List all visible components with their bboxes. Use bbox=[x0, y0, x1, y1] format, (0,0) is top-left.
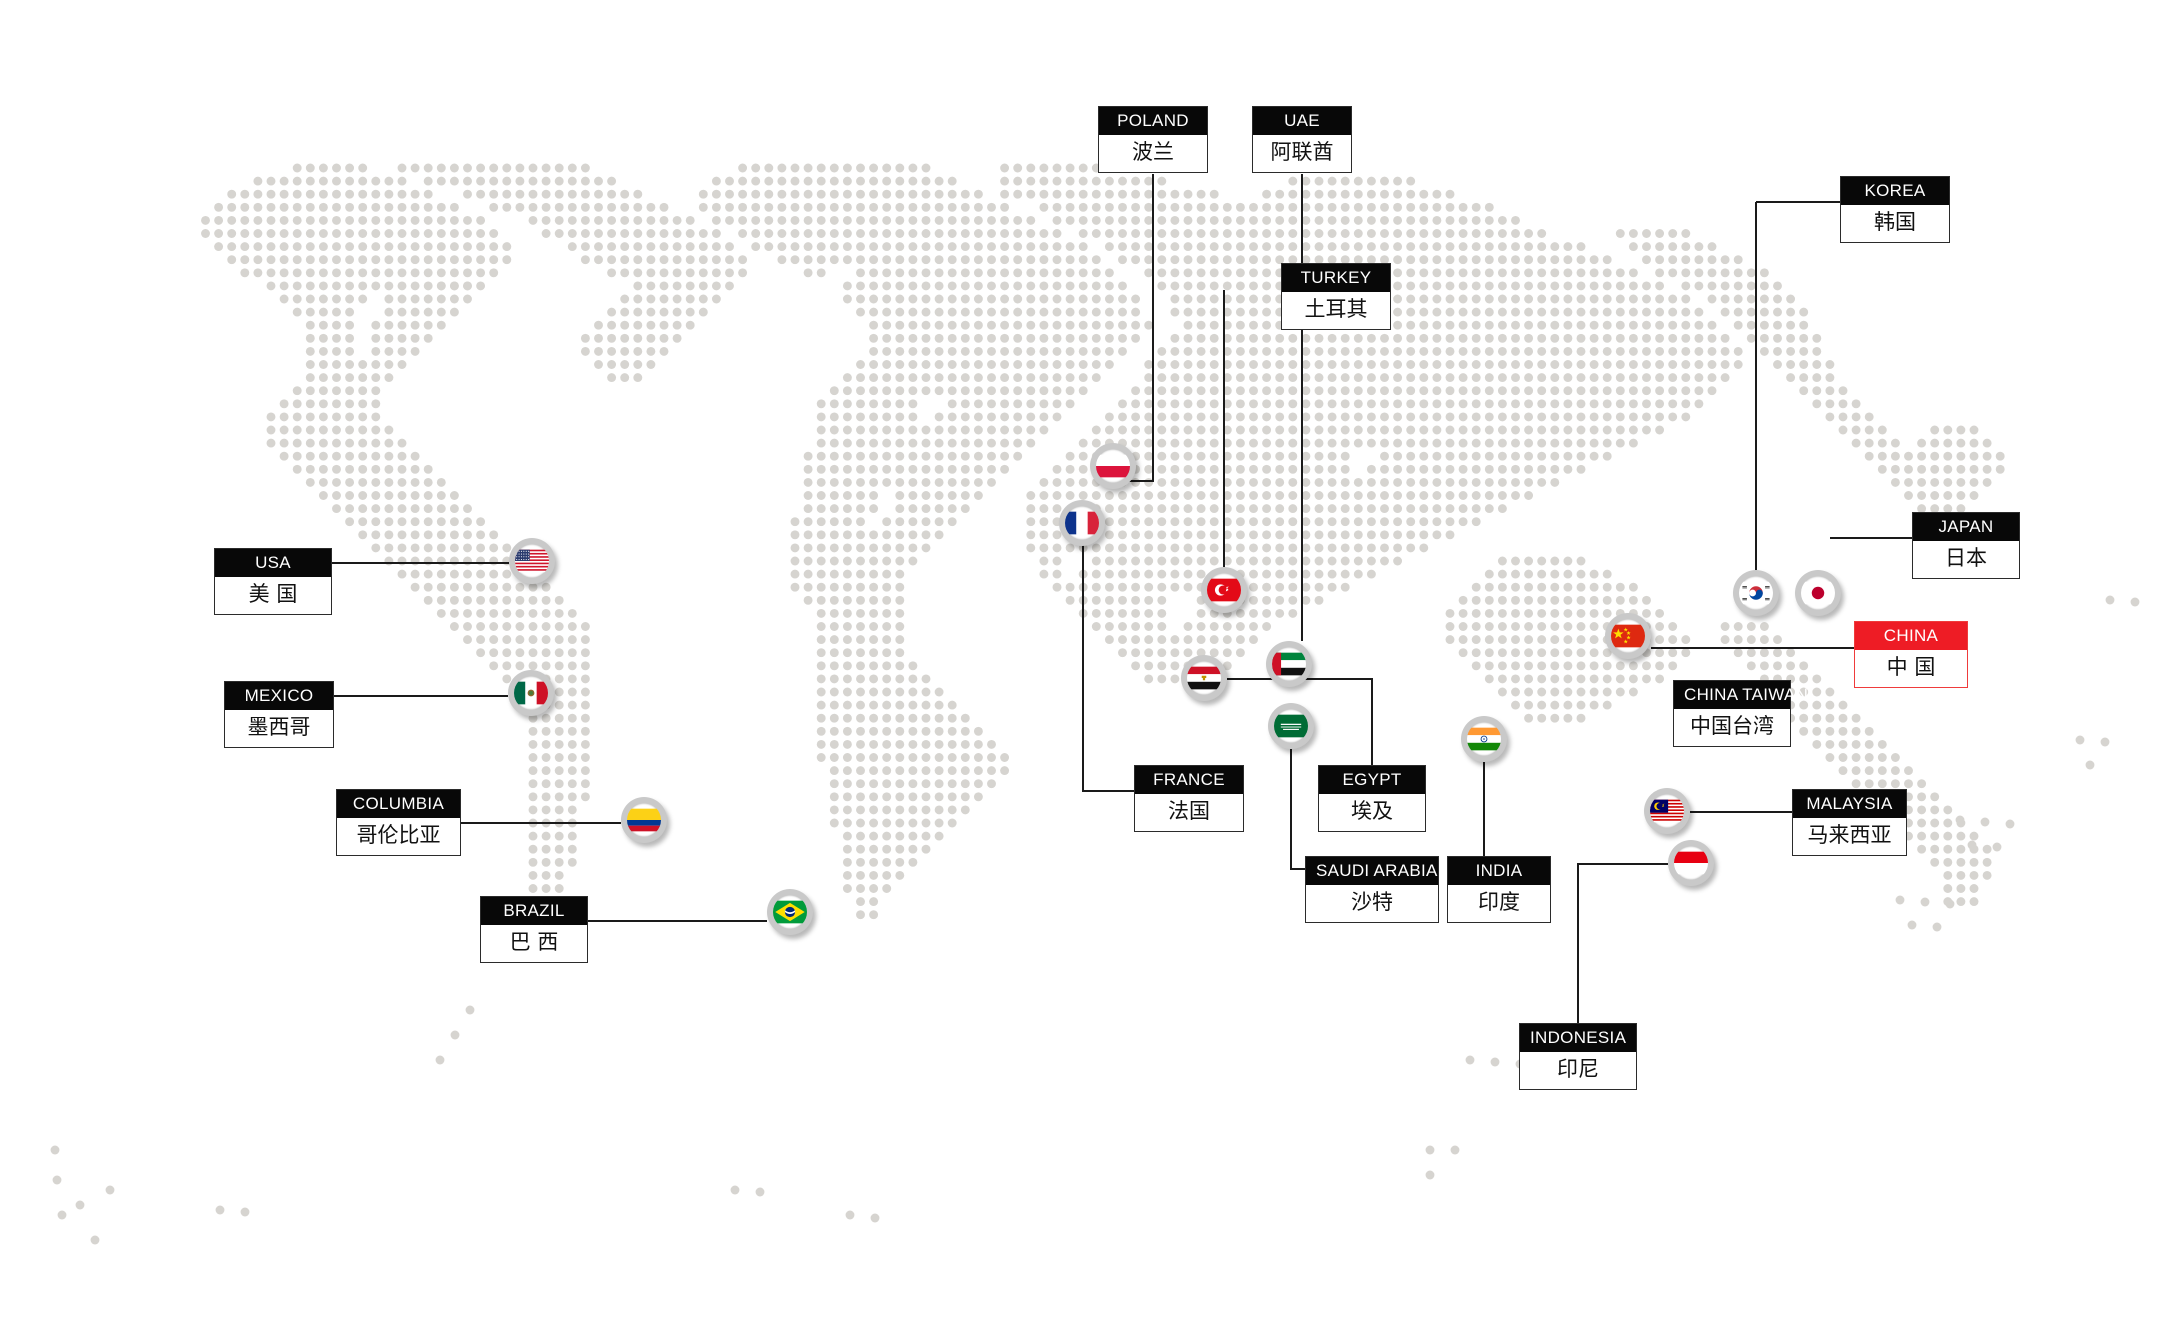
flag-columbia bbox=[627, 803, 661, 837]
country-label-en-poland: POLAND bbox=[1099, 107, 1207, 135]
country-label-en-brazil: BRAZIL bbox=[481, 897, 587, 925]
country-label-columbia[interactable]: COLUMBIA 哥伦比亚 bbox=[336, 789, 461, 856]
country-label-cn-china: 中 国 bbox=[1855, 650, 1967, 687]
country-label-malaysia[interactable]: MALAYSIA 马来西亚 bbox=[1792, 789, 1907, 856]
flag-egypt bbox=[1187, 661, 1221, 695]
flag-saudi bbox=[1274, 709, 1308, 743]
country-label-china_taiwan[interactable]: CHINA TAIWAN 中国台湾 bbox=[1673, 680, 1808, 747]
flag-pin-turkey[interactable] bbox=[1201, 567, 1247, 613]
flag-pin-egypt[interactable] bbox=[1181, 655, 1227, 701]
country-label-cn-india: 印度 bbox=[1448, 885, 1550, 922]
country-label-cn-indonesia: 印尼 bbox=[1520, 1052, 1636, 1089]
flag-pin-saudi_arabia[interactable] bbox=[1268, 703, 1314, 749]
country-label-en-saudi_arabia: SAUDI ARABIA bbox=[1306, 857, 1438, 885]
country-label-turkey[interactable]: TURKEY 土耳其 bbox=[1281, 263, 1391, 330]
country-label-cn-usa: 美 国 bbox=[215, 577, 331, 614]
country-label-en-malaysia: MALAYSIA bbox=[1793, 790, 1906, 818]
country-label-cn-brazil: 巴 西 bbox=[481, 925, 587, 962]
flag-pin-mexico[interactable] bbox=[508, 670, 554, 716]
country-label-en-egypt: EGYPT bbox=[1319, 766, 1425, 794]
country-label-en-china: CHINA bbox=[1855, 622, 1967, 650]
country-label-en-indonesia: INDONESIA bbox=[1520, 1024, 1636, 1052]
country-label-cn-columbia: 哥伦比亚 bbox=[337, 818, 460, 855]
flag-pin-usa[interactable] bbox=[509, 538, 555, 584]
country-label-cn-poland: 波兰 bbox=[1099, 135, 1207, 172]
country-label-cn-china_taiwan: 中国台湾 bbox=[1674, 709, 1790, 746]
flag-france bbox=[1065, 506, 1099, 540]
flag-usa bbox=[515, 544, 549, 578]
country-label-usa[interactable]: USA 美 国 bbox=[214, 548, 332, 615]
country-label-en-columbia: COLUMBIA bbox=[337, 790, 460, 818]
flag-pin-korea[interactable] bbox=[1733, 570, 1779, 616]
flag-mexico bbox=[514, 676, 548, 710]
country-label-egypt[interactable]: EGYPT 埃及 bbox=[1318, 765, 1426, 832]
country-label-en-japan: JAPAN bbox=[1913, 513, 2019, 541]
flag-turkey bbox=[1207, 573, 1241, 607]
country-label-en-france: FRANCE bbox=[1135, 766, 1243, 794]
flag-pin-malaysia[interactable] bbox=[1644, 788, 1690, 834]
country-label-indonesia[interactable]: INDONESIA 印尼 bbox=[1519, 1023, 1637, 1090]
flag-pin-france[interactable] bbox=[1059, 500, 1105, 546]
country-label-cn-japan: 日本 bbox=[1913, 541, 2019, 578]
country-label-en-china_taiwan: CHINA TAIWAN bbox=[1674, 681, 1808, 709]
country-label-cn-saudi_arabia: 沙特 bbox=[1306, 885, 1438, 922]
country-label-cn-malaysia: 马来西亚 bbox=[1793, 818, 1906, 855]
country-label-china[interactable]: CHINA 中 国 bbox=[1854, 621, 1968, 688]
country-label-cn-mexico: 墨西哥 bbox=[225, 710, 333, 747]
flag-pin-brazil[interactable] bbox=[767, 889, 813, 935]
country-label-korea[interactable]: KOREA 韩国 bbox=[1840, 176, 1950, 243]
flag-pin-columbia[interactable] bbox=[621, 797, 667, 843]
country-label-en-usa: USA bbox=[215, 549, 331, 577]
flag-pin-uae[interactable] bbox=[1266, 641, 1312, 687]
flag-indonesia bbox=[1674, 846, 1708, 880]
flag-uae bbox=[1272, 647, 1306, 681]
country-label-cn-uae: 阿联酋 bbox=[1253, 135, 1351, 172]
country-label-en-uae: UAE bbox=[1253, 107, 1351, 135]
flag-korea bbox=[1739, 576, 1773, 610]
country-label-en-india: INDIA bbox=[1448, 857, 1550, 885]
country-label-en-korea: KOREA bbox=[1841, 177, 1949, 205]
flag-pin-china[interactable] bbox=[1605, 613, 1651, 659]
flag-brazil bbox=[773, 895, 807, 929]
flag-pin-indonesia[interactable] bbox=[1668, 840, 1714, 886]
country-label-uae[interactable]: UAE 阿联酋 bbox=[1252, 106, 1352, 173]
country-label-cn-korea: 韩国 bbox=[1841, 205, 1949, 242]
country-label-mexico[interactable]: MEXICO 墨西哥 bbox=[224, 681, 334, 748]
country-label-poland[interactable]: POLAND 波兰 bbox=[1098, 106, 1208, 173]
country-label-france[interactable]: FRANCE 法国 bbox=[1134, 765, 1244, 832]
country-label-india[interactable]: INDIA 印度 bbox=[1447, 856, 1551, 923]
country-label-cn-turkey: 土耳其 bbox=[1282, 292, 1390, 329]
country-label-en-turkey: TURKEY bbox=[1282, 264, 1390, 292]
flag-malaysia bbox=[1650, 794, 1684, 828]
flag-pin-japan[interactable] bbox=[1795, 570, 1841, 616]
country-label-cn-egypt: 埃及 bbox=[1319, 794, 1425, 831]
country-label-cn-france: 法国 bbox=[1135, 794, 1243, 831]
country-label-japan[interactable]: JAPAN 日本 bbox=[1912, 512, 2020, 579]
flag-poland bbox=[1096, 449, 1130, 483]
flag-pin-india[interactable] bbox=[1461, 716, 1507, 762]
flag-india bbox=[1467, 722, 1501, 756]
flag-pin-poland[interactable] bbox=[1090, 443, 1136, 489]
flag-japan bbox=[1801, 576, 1835, 610]
country-label-en-mexico: MEXICO bbox=[225, 682, 333, 710]
country-label-brazil[interactable]: BRAZIL 巴 西 bbox=[480, 896, 588, 963]
country-label-saudi_arabia[interactable]: SAUDI ARABIA 沙特 bbox=[1305, 856, 1439, 923]
flag-china bbox=[1611, 619, 1645, 653]
